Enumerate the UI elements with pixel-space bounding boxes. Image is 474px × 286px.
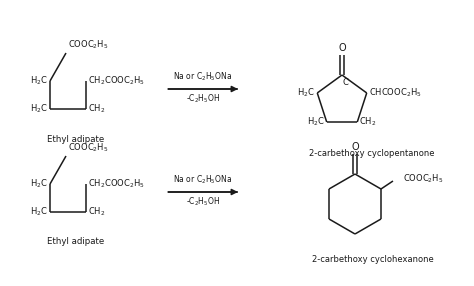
- Text: H$_2$C: H$_2$C: [30, 103, 48, 115]
- Text: H$_2$C: H$_2$C: [30, 75, 48, 87]
- Text: H$_2$C: H$_2$C: [30, 178, 48, 190]
- Text: -C$_2$H$_5$OH: -C$_2$H$_5$OH: [186, 196, 220, 208]
- Text: COOC$_2$H$_5$: COOC$_2$H$_5$: [68, 39, 109, 51]
- Text: Na or C$_2$H$_5$ONa: Na or C$_2$H$_5$ONa: [173, 174, 233, 186]
- Text: H$_2$C: H$_2$C: [298, 87, 315, 99]
- Text: H$_2$C: H$_2$C: [307, 116, 325, 128]
- Text: Na or C$_2$H$_5$ONa: Na or C$_2$H$_5$ONa: [173, 71, 233, 83]
- Text: CH$_2$: CH$_2$: [88, 206, 105, 218]
- Text: COOC$_2$H$_5$: COOC$_2$H$_5$: [403, 173, 443, 185]
- Text: CH$_2$COOC$_2$H$_5$: CH$_2$COOC$_2$H$_5$: [88, 75, 145, 87]
- Text: -C$_2$H$_5$OH: -C$_2$H$_5$OH: [186, 93, 220, 105]
- Text: Ethyl adipate: Ethyl adipate: [47, 134, 105, 144]
- Text: O: O: [351, 142, 359, 152]
- Text: COOC$_2$H$_5$: COOC$_2$H$_5$: [68, 142, 109, 154]
- Text: C: C: [343, 78, 349, 87]
- Text: 2-carbethoxy cyclohexanone: 2-carbethoxy cyclohexanone: [312, 255, 434, 263]
- Text: H$_2$C: H$_2$C: [30, 206, 48, 218]
- Text: 2-carbethoxy cyclopentanone: 2-carbethoxy cyclopentanone: [309, 148, 435, 158]
- Text: O: O: [338, 43, 346, 53]
- Text: CHCOOC$_2$H$_5$: CHCOOC$_2$H$_5$: [369, 87, 421, 99]
- Text: CH$_2$: CH$_2$: [88, 103, 105, 115]
- Text: CH$_2$: CH$_2$: [359, 116, 377, 128]
- Text: Ethyl adipate: Ethyl adipate: [47, 237, 105, 247]
- Text: CH$_2$COOC$_2$H$_5$: CH$_2$COOC$_2$H$_5$: [88, 178, 145, 190]
